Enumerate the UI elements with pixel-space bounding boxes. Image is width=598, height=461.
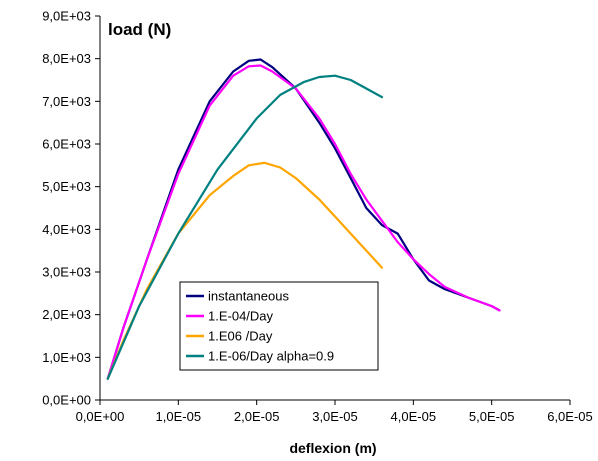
series-line-1 — [106, 58, 501, 380]
x-tick-label: 5,0E-05 — [469, 409, 515, 424]
chart-title: load (N) — [108, 20, 171, 39]
axes: 0,0E+00 1,0E+03 2,0E+03 3,0E+03 4,0E+03 5,0E+… — [42, 9, 593, 425]
legend-label: 1.E06 /Day — [208, 329, 273, 344]
legend-box — [179, 281, 379, 371]
x-tick-label: 3,0E-05 — [312, 409, 358, 424]
y-tick-label: 6,0E+03 — [42, 137, 91, 152]
y-tick-label: 0,0E+00 — [42, 393, 91, 408]
legend: instantaneous 1.E-04/Day 1.E06 /Day 1.E-06/… — [179, 281, 379, 371]
x-tick-label: 0,0E+00 — [76, 409, 125, 424]
x-tick-label: 4,0E-05 — [391, 409, 437, 424]
legend-label: 1.E-06/Day alpha=0.9 — [208, 349, 334, 364]
y-tick-label: 2,0E+03 — [42, 307, 91, 322]
x-tick-label: 6,0E-05 — [547, 409, 593, 424]
y-tick-label: 9,0E+03 — [42, 9, 91, 24]
series-line-2 — [106, 64, 501, 380]
x-axis-title: deflexion (m) — [289, 440, 376, 456]
y-tick-label: 1,0E+03 — [42, 350, 91, 365]
series-line-4 — [106, 74, 384, 380]
y-tick-label: 8,0E+03 — [42, 51, 91, 66]
x-tick-label: 1,0E-05 — [156, 409, 202, 424]
y-tick-label: 4,0E+03 — [42, 222, 91, 237]
y-tick-label: 5,0E+03 — [42, 179, 91, 194]
y-tick-label: 3,0E+03 — [42, 265, 91, 280]
y-tick-label: 7,0E+03 — [42, 94, 91, 109]
legend-label: 1.E-04/Day — [208, 309, 274, 324]
legend-label: instantaneous — [208, 289, 289, 304]
x-tick-label: 2,0E-05 — [234, 409, 280, 424]
series-lines — [106, 58, 501, 380]
